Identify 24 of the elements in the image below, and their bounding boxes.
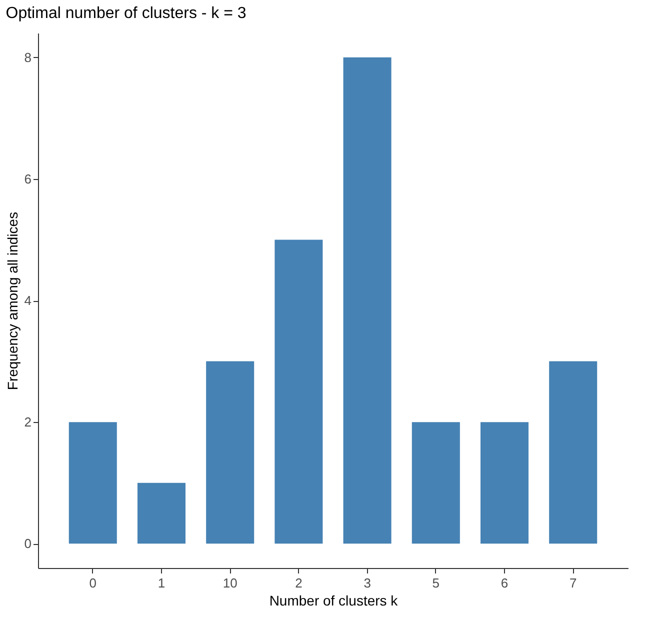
bar: [549, 361, 598, 544]
x-tick-label: 10: [222, 576, 238, 590]
y-tick-label: 4: [24, 293, 32, 308]
y-tick-label: 8: [24, 50, 32, 65]
bar: [343, 57, 392, 544]
y-tick-label: 6: [24, 171, 32, 186]
x-tick-label: 2: [295, 576, 302, 590]
y-axis-title: Frequency among all indices: [4, 212, 20, 390]
y-tick-label: 2: [24, 414, 32, 430]
bar: [412, 422, 460, 544]
bar: [274, 240, 323, 544]
x-tick-label: 5: [432, 576, 440, 590]
x-tick-label: 3: [364, 576, 371, 590]
x-tick-label: 6: [500, 576, 508, 590]
y-tick-label: 0: [24, 536, 32, 552]
x-tick-label: 1: [158, 576, 166, 590]
x-tick-label: 0: [89, 576, 96, 590]
chart-title: Optimal number of clusters - k = 3: [6, 5, 246, 22]
bar: [137, 482, 186, 544]
bar: [68, 422, 117, 544]
x-tick-label: 7: [570, 576, 577, 590]
bar: [480, 422, 529, 544]
bar: [206, 361, 254, 544]
x-axis-title: Number of clusters k: [269, 592, 399, 608]
